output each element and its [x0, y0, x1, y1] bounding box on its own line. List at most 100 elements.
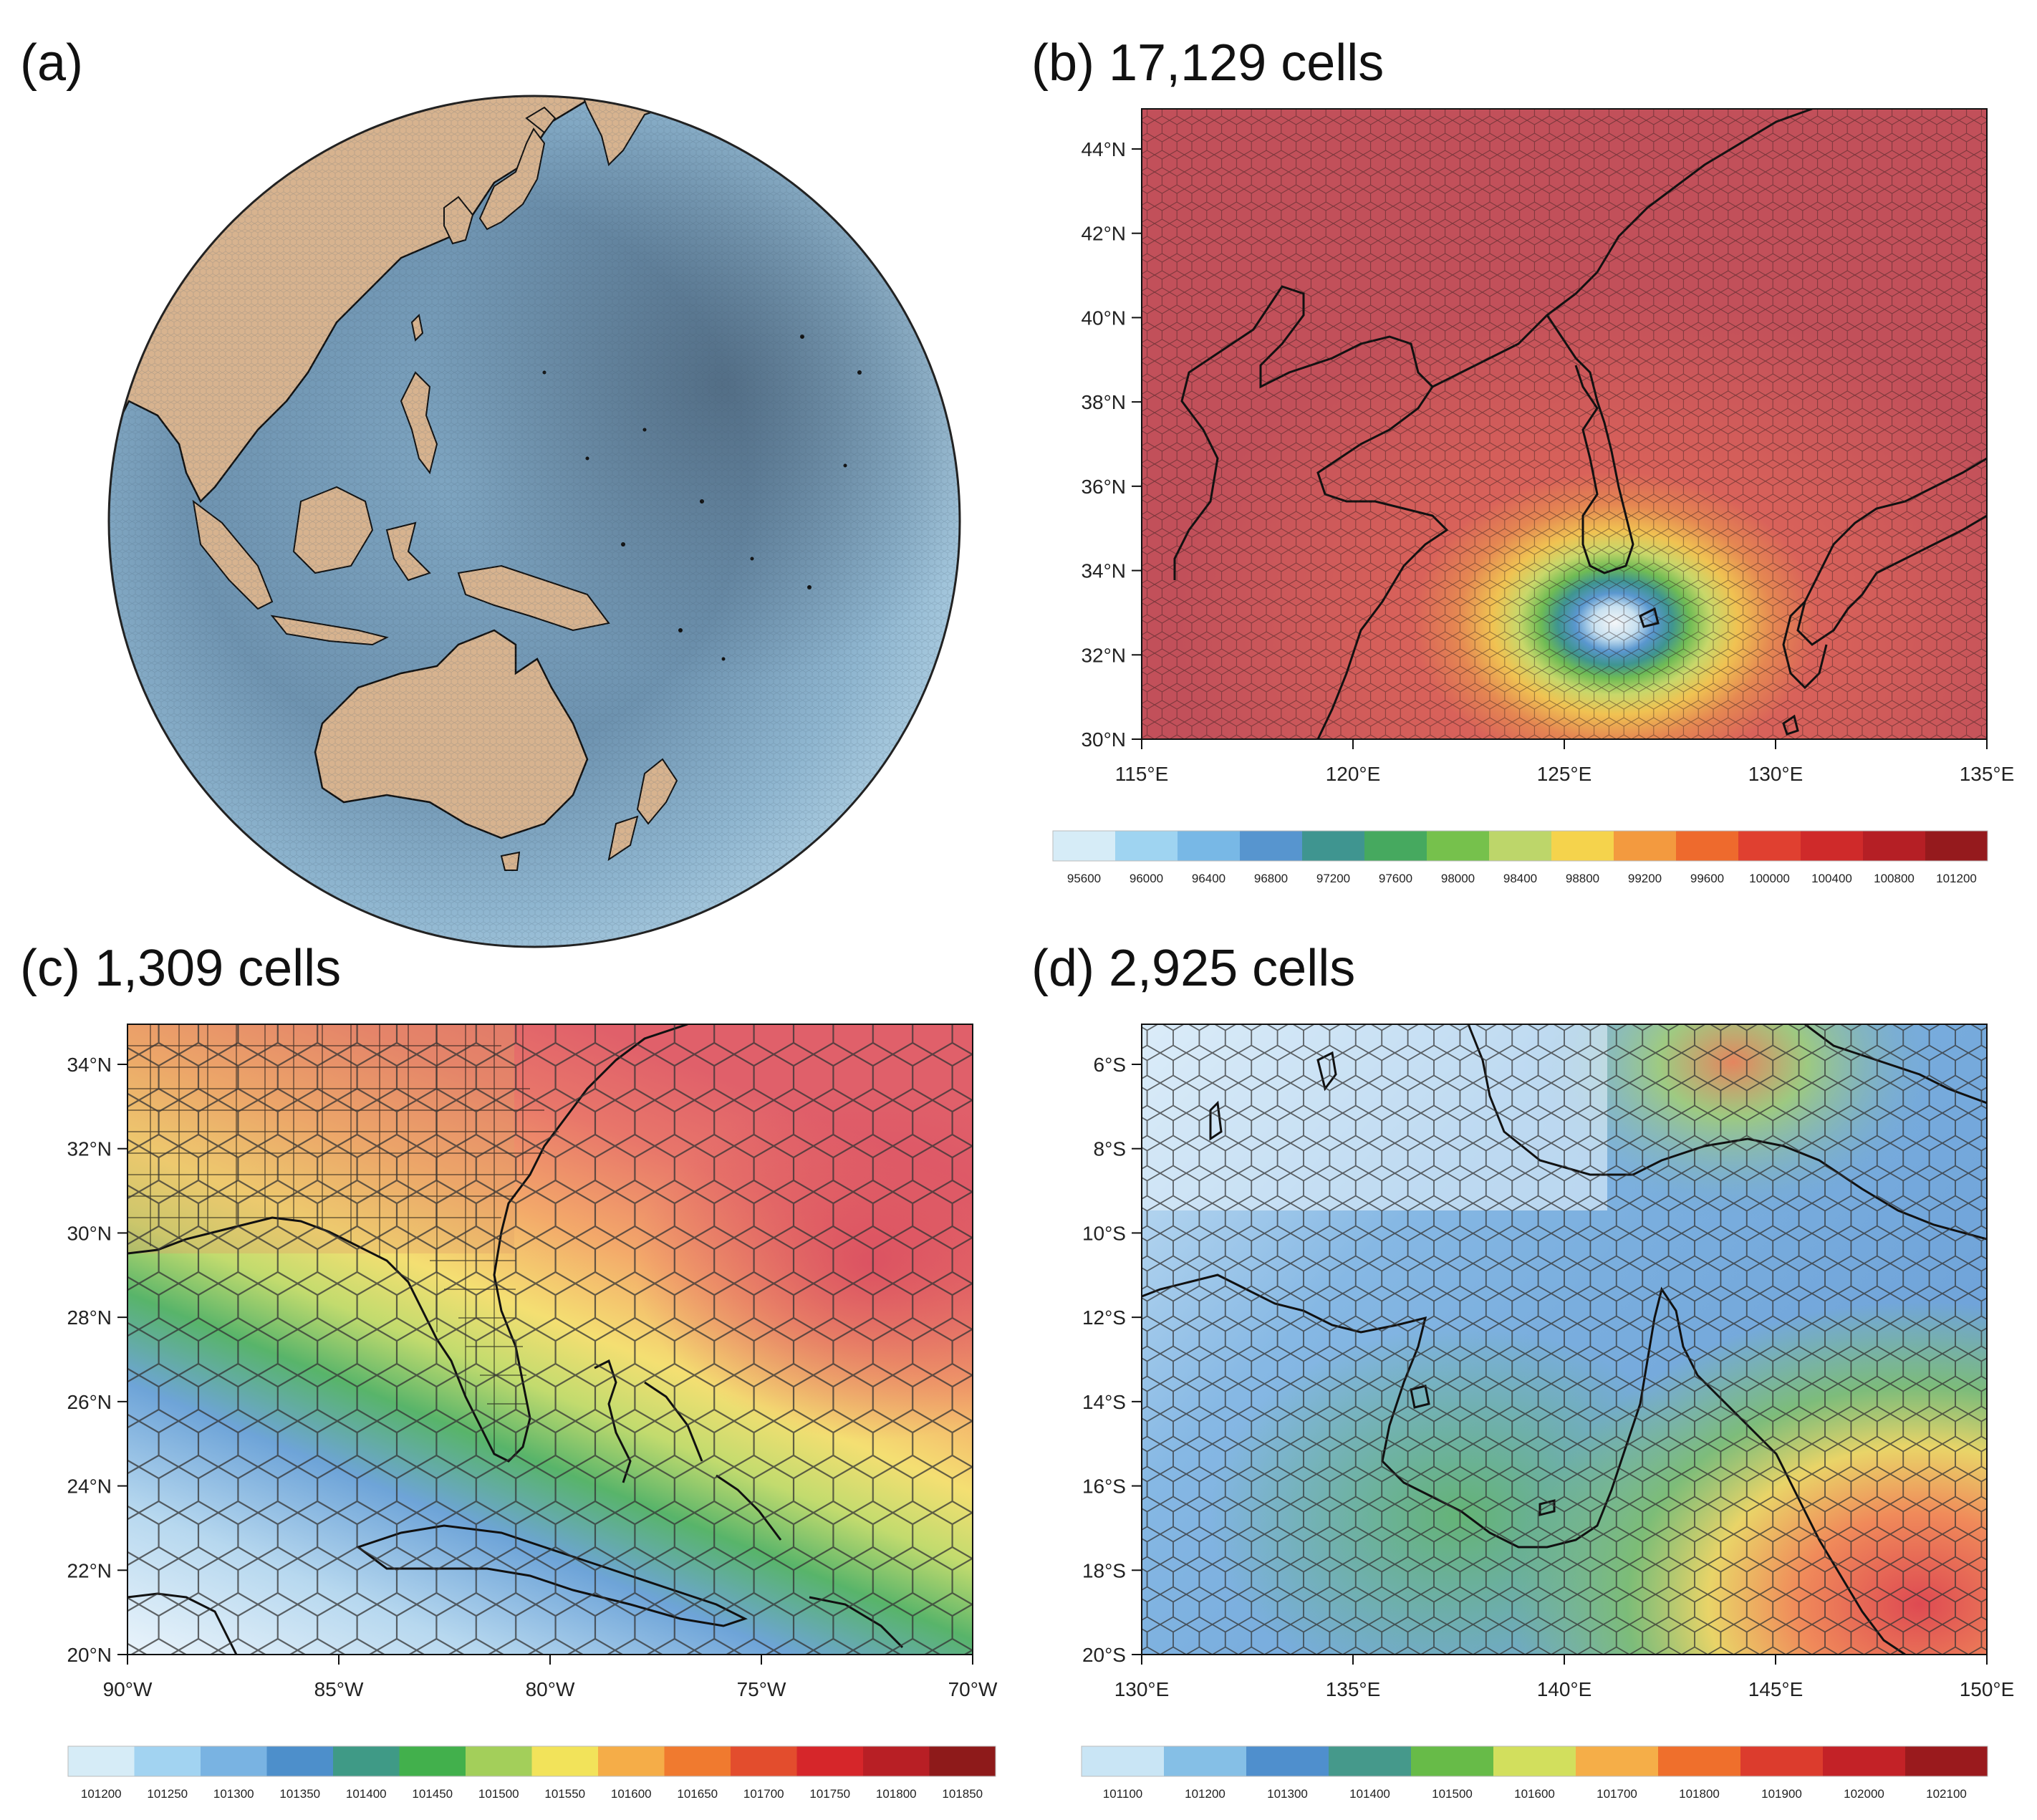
- y-tick-label: 34°N: [67, 1054, 112, 1076]
- colorbar-label: 101450: [412, 1787, 453, 1801]
- y-tick-label: 32°N: [67, 1138, 112, 1160]
- colorbar-label: 101200: [1185, 1787, 1225, 1801]
- x-tick-label: 125°E: [1537, 763, 1592, 785]
- colorbar-label: 101200: [1936, 872, 1977, 885]
- y-tick-label: 34°N: [1081, 560, 1126, 582]
- x-tick-label: 140°E: [1537, 1678, 1592, 1700]
- y-tick-label: 36°N: [1081, 476, 1126, 498]
- y-tick-label: 20°N: [67, 1644, 112, 1666]
- colorbar-swatch: [1905, 1746, 1988, 1776]
- colorbar-swatch: [333, 1746, 400, 1776]
- colorbar-swatch: [863, 1746, 930, 1776]
- panel-a-title: (a): [20, 34, 83, 92]
- colorbar-label: 101650: [677, 1787, 718, 1801]
- colorbar-label: 102100: [1926, 1787, 1967, 1801]
- colorbar-swatch: [1240, 831, 1302, 861]
- colorbar-swatch: [1576, 1746, 1658, 1776]
- colorbar-swatch: [1246, 1746, 1329, 1776]
- y-tick-label: 12°S: [1082, 1306, 1126, 1329]
- panel-a-globe: [107, 95, 961, 948]
- colorbar-swatch: [266, 1746, 333, 1776]
- colorbar-swatch: [1411, 1746, 1493, 1776]
- y-tick-label: 32°N: [1081, 644, 1126, 666]
- x-tick-label: 135°E: [1960, 763, 2015, 785]
- colorbar-label: 101300: [1267, 1787, 1308, 1801]
- colorbar-label: 95600: [1067, 872, 1101, 885]
- y-tick-label: 30°N: [1081, 728, 1126, 751]
- colorbar-swatch: [134, 1746, 201, 1776]
- y-tick-label: 16°S: [1082, 1475, 1126, 1498]
- colorbar-swatch: [1801, 831, 1863, 861]
- colorbar-swatch: [1493, 1746, 1576, 1776]
- x-tick-label: 80°W: [526, 1678, 575, 1700]
- colorbar-label: 99200: [1628, 872, 1662, 885]
- colorbar-label: 101800: [876, 1787, 917, 1801]
- y-tick-label: 38°N: [1081, 391, 1126, 413]
- colorbar-swatch: [1740, 1746, 1823, 1776]
- x-tick-label: 75°W: [737, 1678, 786, 1700]
- colorbar-swatch: [201, 1746, 267, 1776]
- x-tick-label: 85°W: [314, 1678, 364, 1700]
- y-tick-label: 22°N: [67, 1559, 112, 1581]
- colorbar-label: 98800: [1566, 872, 1599, 885]
- x-tick-label: 150°E: [1960, 1678, 2015, 1700]
- colorbar-label: 101200: [81, 1787, 122, 1801]
- colorbar-swatch: [598, 1746, 665, 1776]
- colorbar-label: 101500: [1432, 1787, 1473, 1801]
- colorbar-swatch: [1364, 831, 1427, 861]
- colorbar-label: 100000: [1749, 872, 1790, 885]
- colorbar-label: 102000: [1844, 1787, 1884, 1801]
- colorbar-swatch: [1053, 831, 1115, 861]
- y-tick-label: 28°N: [67, 1306, 112, 1329]
- colorbar-swatch: [1489, 831, 1551, 861]
- colorbar-label: 96400: [1192, 872, 1225, 885]
- colorbar-swatch: [1329, 1746, 1411, 1776]
- colorbar-label: 101300: [213, 1787, 254, 1801]
- colorbar-label: 101400: [346, 1787, 387, 1801]
- colorbar-label: 101350: [279, 1787, 320, 1801]
- colorbar-swatch: [1676, 831, 1738, 861]
- colorbar-label: 101250: [147, 1787, 188, 1801]
- colorbar-swatch: [796, 1746, 863, 1776]
- colorbar-swatch: [731, 1746, 797, 1776]
- y-tick-label: 26°N: [67, 1391, 112, 1413]
- colorbar-label: 98400: [1503, 872, 1537, 885]
- colorbar-d: 101100 101200 101300 101400 101500 101600 1017…: [1081, 1746, 1988, 1801]
- x-tick-label: 135°E: [1326, 1678, 1381, 1700]
- colorbar-swatch: [1863, 831, 1925, 861]
- x-tick-label: 115°E: [1115, 763, 1169, 785]
- colorbar-b: 95600 96000 96400 96800 97200 97600 98000 98400…: [1052, 830, 1988, 885]
- colorbar-swatch: [1738, 831, 1801, 861]
- colorbar-swatch: [1658, 1746, 1740, 1776]
- x-tick-label: 120°E: [1326, 763, 1381, 785]
- colorbar-swatch: [1614, 831, 1676, 861]
- colorbar-swatch: [1302, 831, 1364, 861]
- y-tick-label: 14°S: [1082, 1391, 1126, 1413]
- y-tick-label: 40°N: [1081, 307, 1126, 329]
- colorbar-label: 101750: [809, 1787, 850, 1801]
- panel-d-title: (d) 2,925 cells: [1031, 940, 1356, 997]
- panel-b-title: (b) 17,129 cells: [1031, 34, 1385, 92]
- y-tick-label: 44°N: [1081, 138, 1126, 160]
- panel-c-map: 90°W 85°W 80°W 75°W 70°W 34°N 32°N 30°N 28°N 26°N…: [67, 1024, 998, 1700]
- colorbar-label: 100800: [1874, 872, 1915, 885]
- colorbar-swatch: [1925, 831, 1988, 861]
- y-tick-label: 30°N: [67, 1222, 112, 1244]
- x-tick-label: 130°E: [1748, 763, 1804, 785]
- y-tick-label: 18°S: [1082, 1559, 1126, 1581]
- colorbar-swatch: [1551, 831, 1614, 861]
- colorbar-swatch: [399, 1746, 466, 1776]
- colorbar-label: 101100: [1103, 1787, 1142, 1801]
- y-tick-label: 42°N: [1081, 223, 1126, 245]
- y-tick-label: 24°N: [67, 1475, 112, 1498]
- panel-b-map: 115°E 120°E 125°E 130°E 135°E 44°N 42°N 40°N 38°…: [1081, 108, 2015, 785]
- colorbar-label: 101500: [478, 1787, 519, 1801]
- colorbar-label: 101700: [743, 1787, 784, 1801]
- colorbar-swatch: [68, 1746, 135, 1776]
- colorbar-swatch: [531, 1746, 598, 1776]
- colorbar-swatch: [1178, 831, 1240, 861]
- colorbar-label: 96800: [1254, 872, 1288, 885]
- panel-d-map: 130°E 135°E 140°E 145°E 150°E 6°S 8°S 10°S 12°S 1…: [1082, 1024, 2014, 1700]
- y-tick-label: 20°S: [1082, 1644, 1126, 1666]
